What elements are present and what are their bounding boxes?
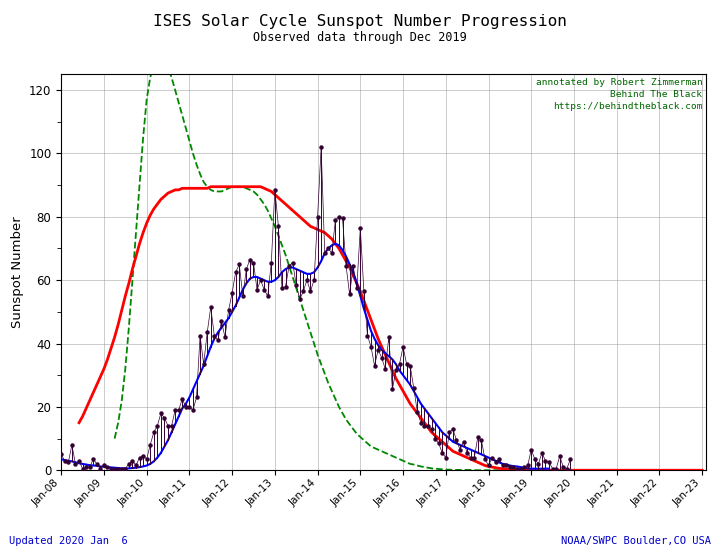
Text: NOAA/SWPC Boulder,CO USA: NOAA/SWPC Boulder,CO USA xyxy=(562,536,711,546)
Text: annotated by Robert Zimmerman
Behind The Black
https://behindtheblack.com: annotated by Robert Zimmerman Behind The… xyxy=(536,78,703,111)
Text: Observed data through Dec 2019: Observed data through Dec 2019 xyxy=(253,31,467,45)
Y-axis label: Sunspot Number: Sunspot Number xyxy=(11,216,24,328)
Text: ISES Solar Cycle Sunspot Number Progression: ISES Solar Cycle Sunspot Number Progress… xyxy=(153,14,567,29)
Text: Updated 2020 Jan  6: Updated 2020 Jan 6 xyxy=(9,536,127,546)
